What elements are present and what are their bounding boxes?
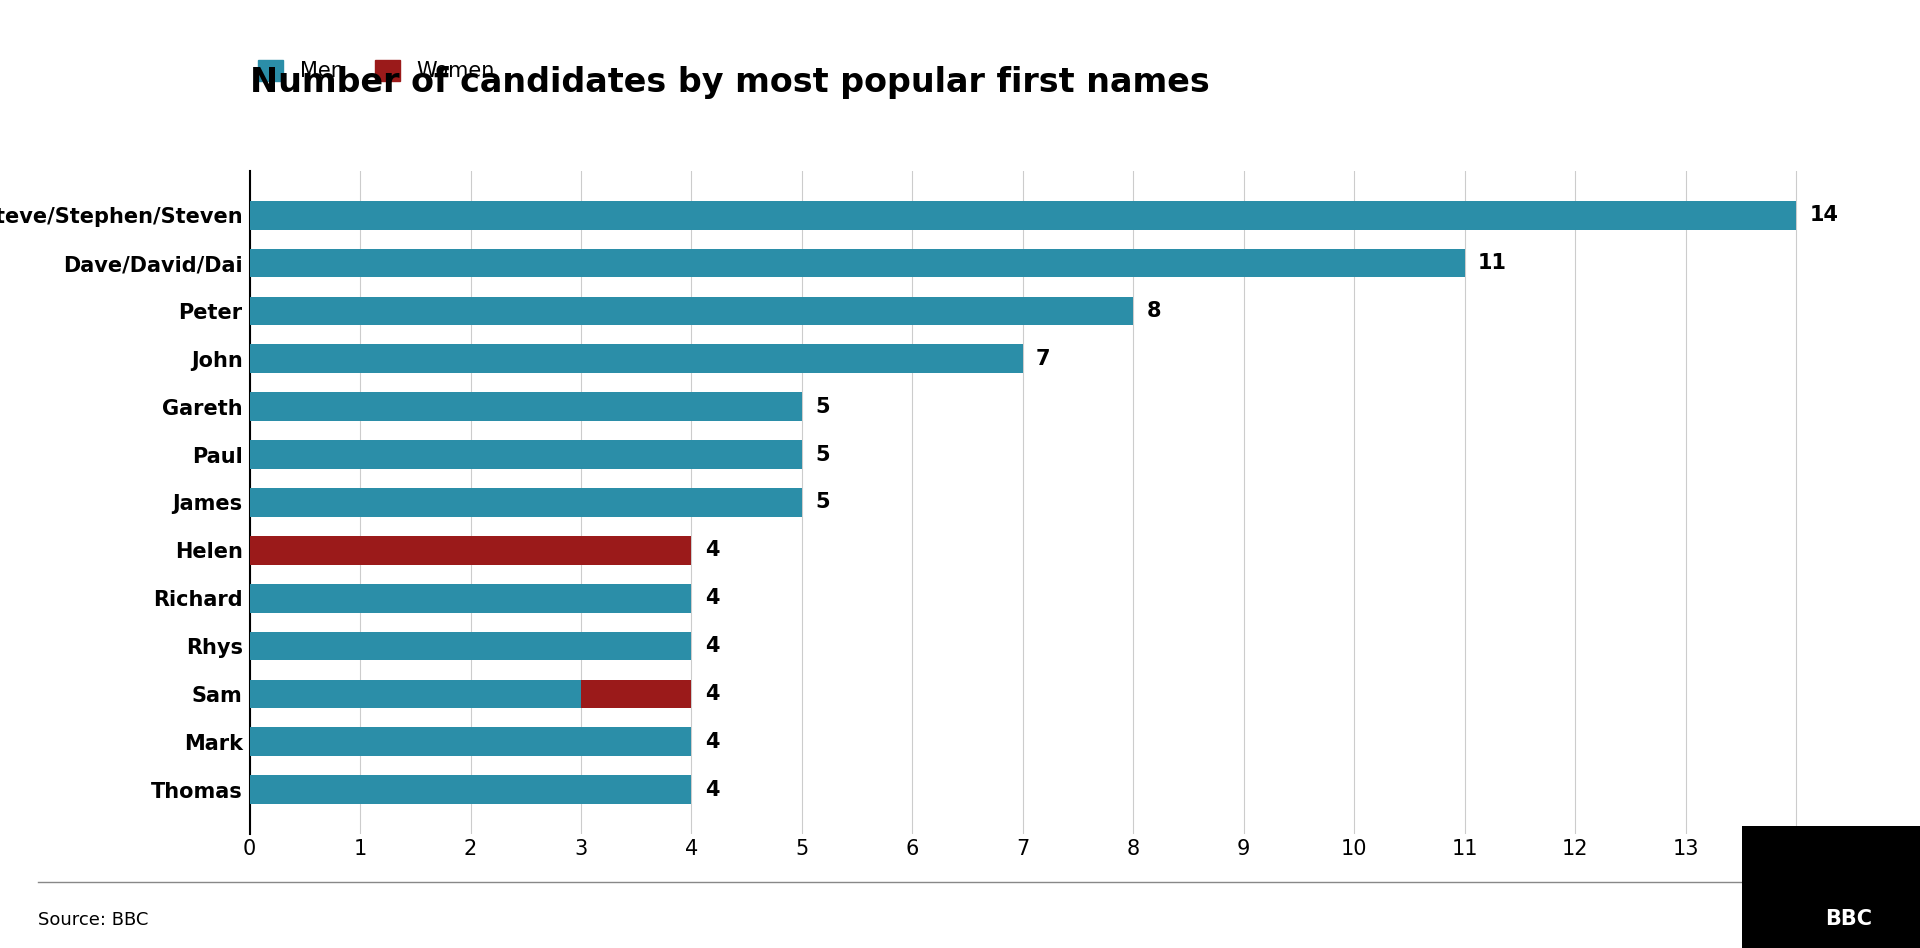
Bar xyxy=(250,344,1023,374)
Text: 4: 4 xyxy=(705,540,720,560)
Bar xyxy=(250,775,691,804)
Text: 8: 8 xyxy=(1146,301,1162,321)
Bar xyxy=(250,201,1795,229)
Text: 5: 5 xyxy=(816,396,829,417)
Text: 5: 5 xyxy=(816,445,829,465)
Text: 4: 4 xyxy=(705,636,720,656)
Bar xyxy=(582,680,691,708)
Text: 4: 4 xyxy=(705,684,720,704)
Text: Number of candidates by most popular first names: Number of candidates by most popular fir… xyxy=(250,66,1210,100)
Bar xyxy=(250,536,691,565)
Bar xyxy=(250,488,803,517)
Text: 4: 4 xyxy=(705,588,720,609)
Text: 14: 14 xyxy=(1809,205,1837,226)
Text: 4: 4 xyxy=(705,732,720,752)
Bar xyxy=(250,680,582,708)
Bar xyxy=(250,584,691,612)
Legend: Men, Women: Men, Women xyxy=(250,51,503,89)
Text: BBC: BBC xyxy=(1826,909,1872,929)
Text: 5: 5 xyxy=(816,492,829,513)
Bar xyxy=(250,297,1133,325)
Bar xyxy=(250,631,691,661)
Bar xyxy=(250,248,1465,278)
Text: 11: 11 xyxy=(1478,253,1507,273)
Bar xyxy=(250,440,803,469)
Text: 4: 4 xyxy=(705,779,720,800)
Text: 7: 7 xyxy=(1037,349,1050,369)
Bar xyxy=(250,727,691,757)
Bar xyxy=(250,392,803,421)
Text: Source: BBC: Source: BBC xyxy=(38,911,148,929)
